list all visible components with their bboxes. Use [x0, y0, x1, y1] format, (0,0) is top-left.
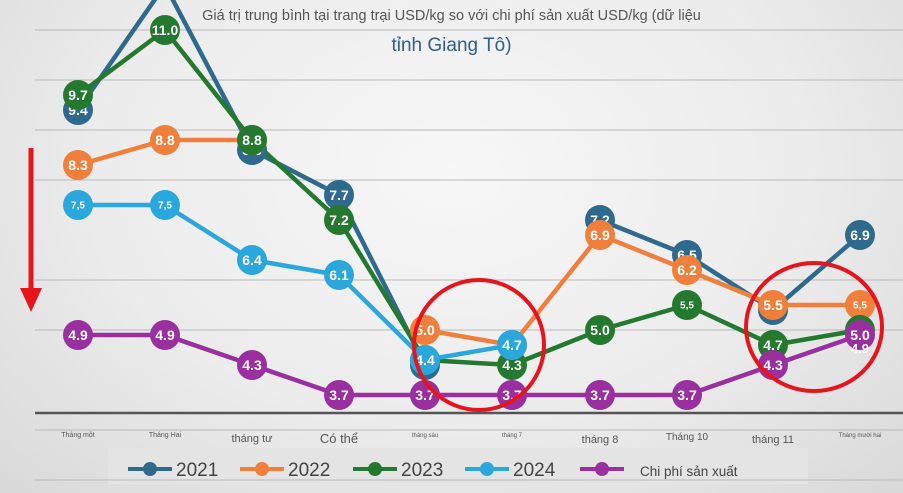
data-point [497, 380, 527, 410]
data-label: 3.7 [415, 387, 435, 403]
data-label: 3.7 [677, 387, 697, 403]
data-label: 4.7 [763, 337, 783, 353]
data-label: 6.1 [329, 267, 349, 283]
data-label: 7,5 [158, 201, 172, 212]
data-point [150, 190, 180, 220]
data-label: 5.0 [850, 327, 870, 343]
data-point [585, 380, 615, 410]
data-label: 5,5 [680, 301, 694, 312]
series-line [78, 332, 861, 398]
data-point [324, 205, 354, 235]
data-point [63, 80, 93, 110]
data-label: 8.8 [155, 132, 175, 148]
series-line [599, 217, 862, 313]
legend-swatch-marker [368, 462, 382, 476]
data-label: 6.2 [677, 262, 697, 278]
x-tick-label: tháng tư [231, 433, 273, 445]
data-point [585, 220, 615, 250]
data-point [845, 220, 875, 250]
data-point [672, 380, 702, 410]
data-label: 7.2 [329, 212, 349, 228]
data-point [497, 330, 527, 360]
data-point [237, 125, 267, 155]
data-label: 6.4 [242, 252, 262, 268]
data-label: 4.9 [155, 327, 175, 343]
x-tick-label: Tháng một [61, 432, 95, 439]
data-point [63, 150, 93, 180]
data-label: 4.9 [68, 327, 88, 343]
legend-label: Chi phí sản xuất [640, 464, 738, 479]
data-point [758, 290, 788, 320]
data-point [150, 320, 180, 350]
legend-swatch-marker [255, 462, 269, 476]
legend-panel [108, 448, 808, 484]
data-label: 3.7 [329, 387, 349, 403]
x-tick-label: Tháng mười hai [839, 433, 882, 439]
data-label: 4.3 [242, 357, 262, 373]
chart-title-line-1: Giá trị trung bình tại trang trại USD/kg… [202, 8, 701, 24]
data-point [672, 255, 702, 285]
data-point [63, 190, 93, 220]
x-tick-label: tháng 8 [582, 434, 619, 446]
legend-swatch-marker [595, 462, 609, 476]
data-label: 9.7 [68, 87, 88, 103]
x-tick-label: Tháng 10 [666, 432, 709, 443]
legend-label: 2021 [176, 460, 218, 481]
x-tick-label: Có thể [320, 431, 358, 446]
data-label: 7.7 [329, 187, 349, 203]
data-point [845, 290, 875, 320]
data-label: 11.0 [152, 22, 179, 38]
legend-swatch-marker [480, 462, 494, 476]
data-label: 6.9 [850, 227, 870, 243]
x-tick-label: tháng 7 [502, 433, 523, 439]
red-arrow-head [20, 288, 42, 312]
data-label: 4.3 [763, 357, 783, 373]
data-label: 5.0 [415, 322, 435, 338]
data-label: 7,5 [71, 201, 85, 212]
legend-label: 2022 [288, 460, 330, 481]
data-label: 3.7 [590, 387, 610, 403]
data-label: 4.3 [502, 357, 522, 373]
data-label: 4.4 [415, 352, 435, 368]
data-label: 4.9 [851, 341, 869, 356]
x-tick-label: tháng 11 [752, 434, 794, 446]
data-point [672, 290, 702, 320]
data-label: 4.7 [502, 337, 522, 353]
data-point [845, 320, 875, 350]
data-label: 6.9 [590, 227, 610, 243]
data-label: 5.0 [590, 322, 610, 338]
data-label: 8.8 [242, 132, 262, 148]
chart-title-line-2: tỉnh Giang Tô) [391, 35, 512, 56]
data-point [585, 315, 615, 345]
data-point [237, 245, 267, 275]
series-line [76, 27, 861, 368]
data-point [63, 320, 93, 350]
red-circle-right [744, 261, 884, 393]
data-point [324, 180, 354, 210]
data-point [324, 260, 354, 290]
data-point [410, 380, 440, 410]
data-label: 8.3 [68, 157, 88, 173]
red-circle-mid [412, 278, 546, 412]
legend-label: 2024 [513, 460, 556, 481]
data-label: 5.5 [763, 297, 783, 313]
x-tick-label: tháng sáu [412, 433, 438, 439]
x-tick-label: Tháng Hai [149, 432, 182, 439]
data-label: 5,5 [853, 301, 867, 312]
legend-swatch-marker [143, 462, 157, 476]
data-point [150, 15, 180, 45]
data-point [150, 125, 180, 155]
data-point [324, 380, 354, 410]
data-point [237, 350, 267, 380]
legend-label: 2023 [401, 460, 443, 481]
